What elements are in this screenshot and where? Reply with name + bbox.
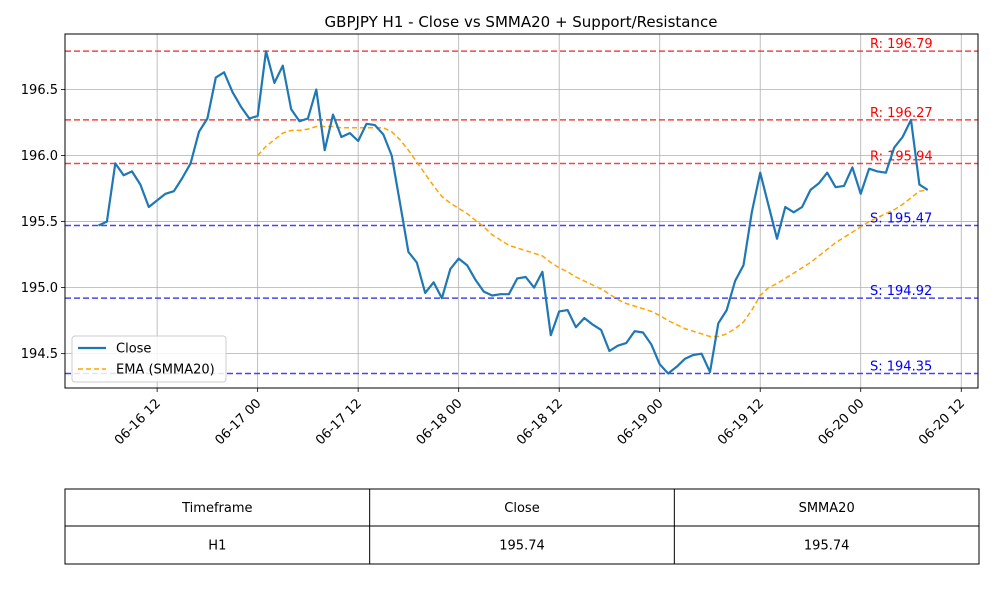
summary-table: Timeframe Close SMMA20 H1 195.74 195.74 bbox=[64, 488, 980, 565]
y-tick-label: 194.5 bbox=[21, 347, 58, 362]
legend: Close EMA (SMMA20) bbox=[71, 335, 227, 383]
x-tick-label: 06-20 12 bbox=[916, 396, 968, 448]
support-label: S: 194.92 bbox=[870, 284, 932, 299]
table-cell: H1 bbox=[208, 539, 226, 554]
legend-label: EMA (SMMA20) bbox=[116, 363, 215, 378]
table-cell: 195.74 bbox=[804, 539, 850, 554]
grid bbox=[65, 34, 978, 388]
support-label: S: 195.47 bbox=[870, 212, 932, 227]
x-tick-label: 06-18 12 bbox=[514, 396, 566, 448]
resistance-label: R: 196.79 bbox=[870, 37, 933, 52]
series bbox=[98, 50, 929, 375]
resistance-label: R: 195.94 bbox=[870, 149, 933, 164]
table-header-cell: Timeframe bbox=[181, 501, 252, 516]
x-tick-label: 06-18 00 bbox=[414, 396, 466, 448]
x-tick-label: 06-19 12 bbox=[715, 396, 767, 448]
legend-label: Close bbox=[116, 342, 151, 357]
y-tick-label: 196.5 bbox=[21, 83, 58, 98]
y-tick-label: 195.5 bbox=[21, 215, 58, 230]
support-resistance-levels: R: 196.79 R: 196.27 R: 195.94 S: 195.47 S: 1… bbox=[65, 37, 978, 374]
x-tick-label: 06-17 12 bbox=[313, 396, 365, 448]
table-header-cell: SMMA20 bbox=[799, 501, 855, 516]
table-cell: 195.74 bbox=[499, 539, 545, 554]
smma20-line bbox=[257, 125, 928, 338]
x-tick-label: 06-17 00 bbox=[213, 396, 265, 448]
y-tick-label: 196.0 bbox=[21, 149, 58, 164]
axis-ticks: 06-16 12 06-17 00 06-17 12 06-18 00 06-18 12… bbox=[21, 83, 968, 448]
resistance-label: R: 196.27 bbox=[870, 106, 933, 121]
close-line bbox=[98, 50, 929, 375]
support-label: S: 194.35 bbox=[870, 359, 932, 374]
x-tick-label: 06-19 00 bbox=[615, 396, 667, 448]
plot-area-frame bbox=[64, 33, 979, 389]
x-tick-label: 06-20 00 bbox=[816, 396, 868, 448]
y-tick-label: 195.0 bbox=[21, 281, 58, 296]
x-tick-label: 06-16 12 bbox=[112, 396, 164, 448]
chart-title: GBPJPY H1 - Close vs SMMA20 + Support/Re… bbox=[325, 13, 718, 31]
table-header-cell: Close bbox=[504, 501, 539, 516]
legend-box bbox=[71, 335, 227, 383]
